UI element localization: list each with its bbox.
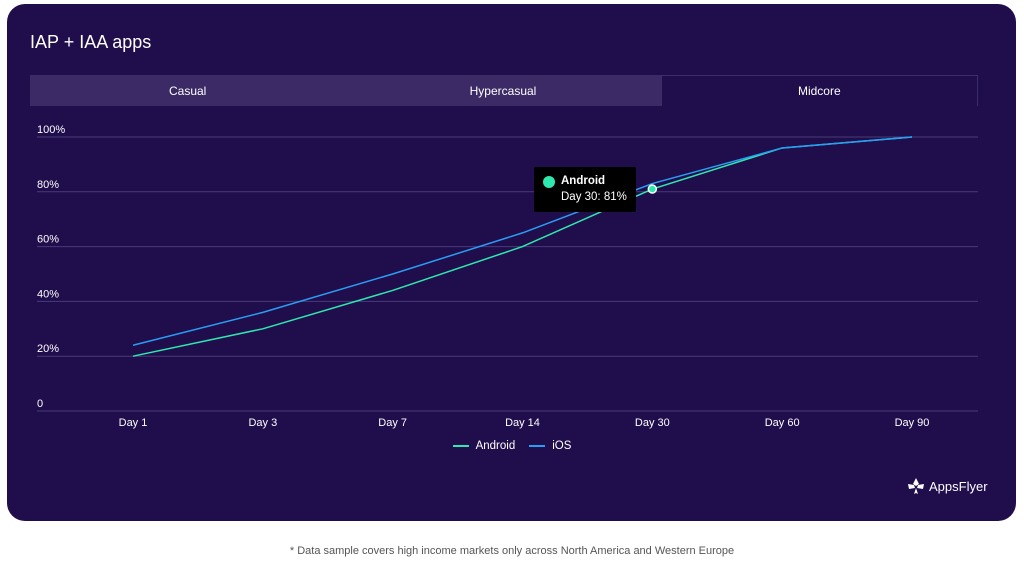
x-tick-label: Day 3 — [248, 417, 277, 429]
legend-label-ios: iOS — [552, 440, 572, 452]
legend-label-android: Android — [475, 440, 516, 452]
footnote: * Data sample covers high income markets… — [289, 545, 735, 557]
legend-item-ios[interactable]: iOS — [529, 440, 571, 452]
appsflyer-logo-icon — [908, 478, 924, 494]
legend-item-android[interactable]: Android — [452, 440, 516, 452]
y-tick-label: 100% — [37, 124, 65, 136]
logo-text: AppsFlyer — [929, 478, 988, 494]
y-tick-label: 20% — [37, 343, 59, 355]
x-tick-label: Day 60 — [765, 417, 800, 429]
y-tick-label: 0 — [37, 398, 43, 410]
tab-casual[interactable]: Casual — [30, 75, 346, 106]
y-tick-label: 40% — [37, 288, 59, 300]
highlighted-data-point[interactable] — [647, 184, 658, 194]
tab-bar: Casual Hypercasual Midcore — [30, 75, 978, 106]
series-line-ios[interactable] — [132, 136, 913, 346]
appsflyer-logo: AppsFlyer — [906, 476, 988, 496]
x-tick-label: Day 14 — [505, 417, 540, 429]
x-tick-label: Day 30 — [635, 417, 670, 429]
y-tick-label: 80% — [37, 179, 59, 191]
x-tick-label: Day 7 — [378, 417, 407, 429]
tab-midcore[interactable]: Midcore — [660, 75, 978, 106]
tooltip-dot-icon — [543, 176, 555, 188]
x-tick-label: Day 1 — [119, 417, 148, 429]
tooltip-series-name: Android — [561, 175, 606, 187]
y-tick-label: 60% — [37, 234, 59, 246]
tooltip-value: Day 30: 81% — [561, 191, 627, 203]
page-title: IAP + IAA apps — [30, 32, 152, 52]
tab-hypercasual[interactable]: Hypercasual — [345, 75, 661, 106]
legend-swatch-ios — [529, 445, 546, 447]
legend-swatch-android — [452, 445, 469, 447]
legend: Android iOS — [0, 440, 1024, 452]
x-tick-label: Day 90 — [895, 417, 930, 429]
chart-tooltip: Android Day 30: 81% — [534, 167, 636, 212]
